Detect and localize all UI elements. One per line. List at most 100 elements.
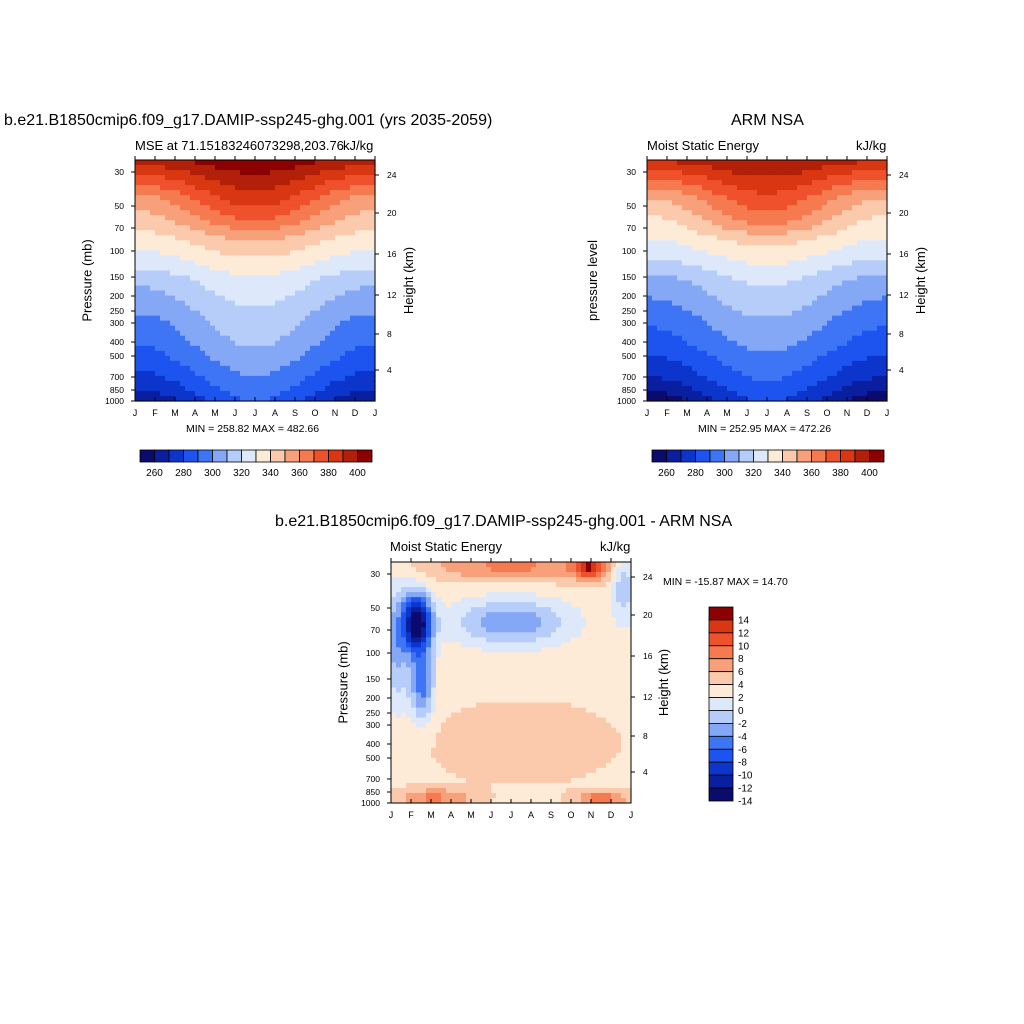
contour-cell: [762, 175, 768, 181]
contour-cell: [807, 330, 813, 337]
contour-cell: [300, 165, 306, 171]
contour-cell: [165, 255, 171, 262]
contour-cell: [140, 310, 146, 317]
contour-cell: [135, 370, 141, 377]
contour-cell: [857, 250, 863, 256]
contour-cell: [431, 567, 437, 573]
contour-cell: [320, 350, 326, 357]
contour-cell: [787, 160, 793, 166]
contour-cell: [205, 175, 211, 181]
contour-cell: [350, 200, 356, 206]
contour-cell: [777, 315, 783, 322]
contour-cell: [842, 165, 848, 171]
contour-cell: [847, 295, 853, 302]
contour-cell: [170, 210, 176, 216]
contour-cell: [802, 245, 808, 251]
contour-cell: [822, 380, 828, 387]
contour-cell: [360, 340, 366, 347]
contour-cell: [852, 175, 858, 181]
contour-cell: [717, 385, 723, 392]
contour-cell: [275, 165, 281, 171]
contour-cell: [165, 385, 171, 392]
contour-cell: [160, 240, 166, 246]
contour-cell: [742, 245, 748, 251]
contour-cell: [717, 355, 723, 362]
contour-cell: [295, 275, 301, 282]
contour-cell: [190, 200, 196, 206]
contour-cell: [240, 290, 246, 297]
contour-cell: [190, 180, 196, 186]
contour-cell: [235, 275, 241, 282]
contour-cell: [667, 225, 673, 231]
contour-cell: [657, 355, 663, 362]
contour-cell: [225, 355, 231, 362]
contour-cell: [160, 280, 166, 287]
contour-cell: [295, 360, 301, 367]
contour-cell: [330, 165, 336, 171]
contour-cell: [847, 335, 853, 342]
contour-cell: [822, 390, 828, 397]
contour-cell: [195, 365, 201, 372]
contour-cell: [722, 300, 728, 307]
contour-cell: [757, 255, 763, 262]
contour-cell: [275, 195, 281, 201]
contour-cell: [882, 260, 888, 267]
contour-cell: [817, 205, 823, 211]
contour-cell: [877, 195, 883, 201]
contour-cell: [335, 190, 341, 196]
contour-cell: [792, 340, 798, 347]
contour-cell: [867, 325, 873, 332]
contour-cell: [707, 280, 713, 287]
contour-cell: [185, 235, 191, 241]
contour-cell: [812, 360, 818, 367]
contour-cell: [687, 290, 693, 297]
contour-cell: [867, 165, 873, 171]
contour-cell: [190, 375, 196, 382]
contour-cell: [737, 370, 743, 377]
contour-cell: [667, 395, 673, 402]
contour-cell: [330, 320, 336, 327]
contour-cell: [667, 185, 673, 191]
contour-cell: [707, 200, 713, 206]
contour-cell: [265, 290, 271, 297]
contour-cell: [687, 230, 693, 236]
contour-cell: [210, 235, 216, 241]
contour-cell: [827, 345, 833, 352]
contour-cell: [225, 185, 231, 191]
contour-cell: [280, 330, 286, 337]
contour-cell: [170, 330, 176, 337]
contour-cell: [862, 240, 868, 246]
contour-cell: [355, 165, 361, 171]
contour-cell: [536, 562, 542, 568]
contour-cell: [852, 165, 858, 171]
contour-cell: [807, 305, 813, 312]
contour-cell: [285, 180, 291, 186]
contour-cell: [275, 330, 281, 337]
contour-cell: [827, 290, 833, 297]
contour-cell: [722, 215, 728, 221]
contour-cell: [200, 315, 206, 322]
contour-cell: [295, 255, 301, 262]
contour-cell: [621, 567, 627, 573]
contour-cell: [260, 375, 266, 382]
contour-cell: [697, 240, 703, 246]
contour-cell: [340, 320, 346, 327]
contour-cell: [702, 195, 708, 201]
contour-cell: [747, 355, 753, 362]
contour-cell: [235, 255, 241, 262]
contour-cell: [772, 185, 778, 191]
contour-cell: [526, 567, 532, 573]
contour-cell: [150, 210, 156, 216]
contour-cell: [777, 310, 783, 317]
contour-cell: [797, 360, 803, 367]
contour-cell: [742, 275, 748, 282]
contour-cell: [315, 305, 321, 312]
contour-cell: [842, 365, 848, 372]
contour-cell: [330, 205, 336, 211]
contour-cell: [355, 170, 361, 176]
contour-cell: [350, 345, 356, 352]
contour-cell: [722, 165, 728, 171]
contour-cell: [260, 265, 266, 272]
contour-cell: [782, 285, 788, 292]
contour-cell: [330, 345, 336, 352]
